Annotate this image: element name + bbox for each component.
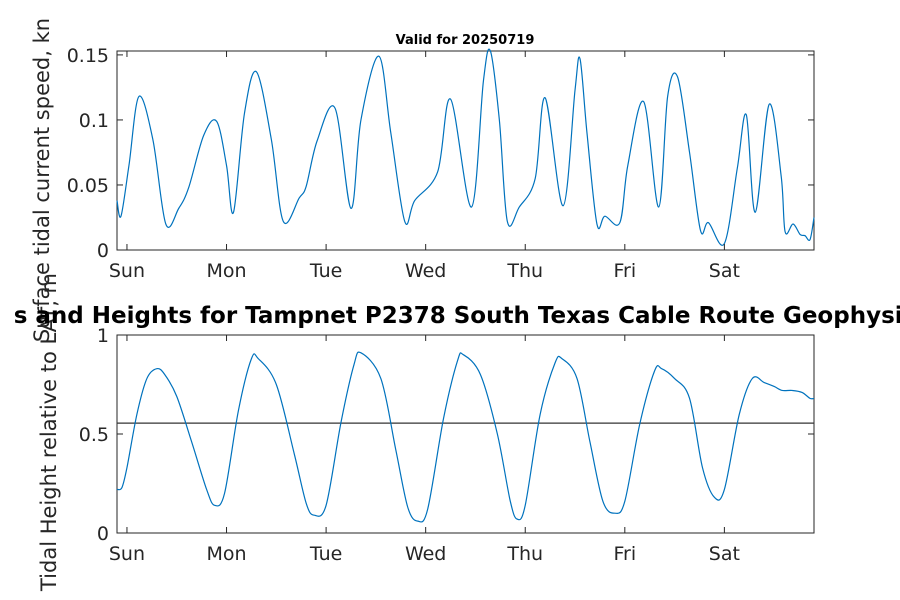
- current-speed-series-group: [116, 48, 815, 246]
- current-speed-x-tick-label: Wed: [405, 260, 446, 282]
- tidal-height-ticks-group: Sun Mon Tue Wed Thu Fri Sat 0 0.5 1: [79, 325, 814, 565]
- tidal-height-axes-box: [116, 334, 815, 534]
- tidal-height-series-group: [116, 351, 815, 523]
- tidal-height-x-tick-label: Wed: [405, 543, 446, 565]
- tidal-height-x-tick-label: Mon: [206, 543, 246, 565]
- tidal-height-title: s and Heights for Tampnet P2378 South Te…: [14, 303, 900, 329]
- current-speed-title: Valid for 20250719: [396, 33, 535, 48]
- current-speed-y-tick-label: 0.15: [67, 45, 109, 67]
- current-speed-x-tick-label: Tue: [309, 260, 342, 282]
- tidal-height-y-tick-label: 0.5: [79, 424, 109, 446]
- tidal-height-x-tick-label: Thu: [506, 543, 543, 565]
- current-speed-y-tick-label: 0.1: [79, 110, 109, 132]
- current-speed-y-tick-label: 0.05: [67, 175, 109, 197]
- current-speed-y-tick-label: 0: [97, 240, 109, 262]
- tidal-height-x-tick-label: Tue: [309, 543, 342, 565]
- current-speed-x-tick-label: Thu: [506, 260, 543, 282]
- current-speed-series-line: [116, 48, 815, 246]
- tidal-height-y-tick-label: 1: [97, 325, 109, 347]
- current-speed-ylabel: Surface tidal current speed, kn: [30, 18, 54, 342]
- tidal-height-ylabel: Tidal Height relative to LAT, m: [37, 273, 61, 592]
- current-speed-x-tick-label: Sun: [109, 260, 145, 282]
- current-speed-panel: Sun Mon Tue Wed Thu Fri Sat 0 0.05 0.1 0.15 Valid …: [30, 18, 815, 342]
- current-speed-x-tick-label: Mon: [206, 260, 246, 282]
- tidal-height-y-tick-label: 0: [97, 523, 109, 545]
- tidal-height-x-tick-label: Sun: [109, 543, 145, 565]
- current-speed-x-tick-label: Sat: [709, 260, 740, 282]
- current-speed-ticks-group: Sun Mon Tue Wed Thu Fri Sat 0 0.05 0.1 0.15: [67, 45, 814, 282]
- tidal-height-panel: Sun Mon Tue Wed Thu Fri Sat 0 0.5 1 Tidal Height …: [14, 273, 900, 592]
- tidal-height-x-tick-label: Fri: [613, 543, 636, 565]
- tidal-height-x-tick-label: Sat: [709, 543, 740, 565]
- current-speed-x-tick-label: Fri: [613, 260, 636, 282]
- tidal-height-series-line: [116, 351, 815, 523]
- current-speed-axes-box: [116, 50, 815, 251]
